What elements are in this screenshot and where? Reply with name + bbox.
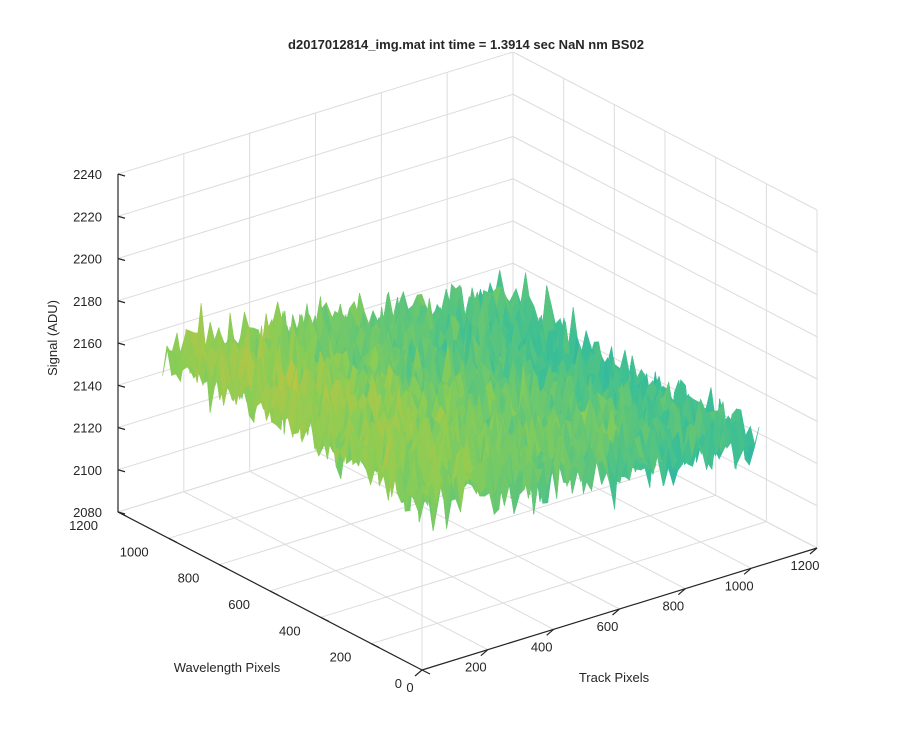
z-tick-label: 2080 (73, 505, 102, 520)
z-tick-label: 2240 (73, 167, 102, 182)
z-tick-mark (117, 469, 126, 473)
y-tick-mark (269, 590, 279, 596)
x-tick-mark (809, 547, 818, 555)
y-tick-label: 400 (279, 623, 301, 638)
grid-line (117, 136, 514, 259)
x-tick-label: 400 (531, 639, 553, 654)
z-tick-mark (117, 342, 126, 346)
y-axis-label: Wavelength Pixels (174, 660, 281, 675)
z-tick-label: 2180 (73, 294, 102, 309)
z-tick-mark (117, 511, 126, 515)
grid-line (117, 93, 514, 217)
grid-line (320, 494, 716, 618)
grid-line (117, 220, 514, 344)
y-tick-label: 0 (395, 676, 402, 691)
x-tick-label: 1000 (725, 578, 754, 593)
x-tick-mark (677, 588, 686, 596)
x-tick-label: 800 (662, 599, 684, 614)
y-tick-label: 600 (228, 597, 250, 612)
x-tick-mark (414, 669, 423, 677)
chart-title: d2017012814_img.mat int time = 1.3914 se… (288, 37, 644, 52)
y-tick-label: 1000 (120, 544, 149, 559)
z-tick-label: 2100 (73, 463, 102, 478)
x-tick-label: 0 (406, 680, 413, 695)
y-tick-mark (421, 669, 431, 675)
grid-line (269, 468, 666, 592)
z-tick-label: 2220 (73, 209, 102, 224)
grid-line (512, 178, 818, 338)
surface-patch (417, 483, 428, 511)
x-axis-label: Track Pixels (579, 670, 650, 685)
z-tick-mark (117, 215, 126, 219)
z-tick-mark (117, 257, 126, 262)
x-tick-mark (480, 649, 489, 657)
grid-line (512, 136, 818, 295)
y-tick-label: 800 (178, 571, 200, 586)
y-tick-mark (219, 564, 228, 570)
surface-layer (162, 269, 760, 532)
z-tick-label: 2120 (73, 421, 102, 436)
y-tick-label: 200 (330, 650, 352, 665)
y-tick-mark (371, 643, 380, 649)
grid-line (117, 51, 514, 175)
z-axis-label: Signal (ADU) (45, 300, 60, 376)
x-tick-label: 600 (597, 619, 619, 634)
y-tick-mark (320, 616, 329, 622)
z-tick-label: 2160 (73, 336, 102, 351)
y-tick-label: 1200 (69, 518, 98, 533)
x-tick-mark (546, 628, 555, 636)
grid-line (512, 262, 818, 422)
z-tick-mark (117, 300, 126, 304)
x-tick-label: 200 (465, 660, 487, 675)
grid-line (371, 521, 767, 645)
axis-layer: 0 200 400 600 800 1000 1200 0 200 400 600 800 1000 12… (69, 167, 819, 695)
grid-line (512, 51, 818, 211)
z-tick-label: 2140 (73, 378, 102, 393)
grid-line (512, 220, 818, 380)
z-tick-mark (117, 173, 126, 177)
x-tick-label: 1200 (791, 558, 820, 573)
z-tick-mark (117, 384, 126, 388)
x-tick-mark (612, 608, 620, 616)
y-tick-mark (168, 537, 177, 543)
grid-line (117, 178, 514, 302)
z-tick-label: 2200 (73, 252, 102, 267)
grid-line (512, 93, 818, 253)
z-tick-mark (117, 426, 126, 431)
x-tick-mark (743, 567, 752, 575)
